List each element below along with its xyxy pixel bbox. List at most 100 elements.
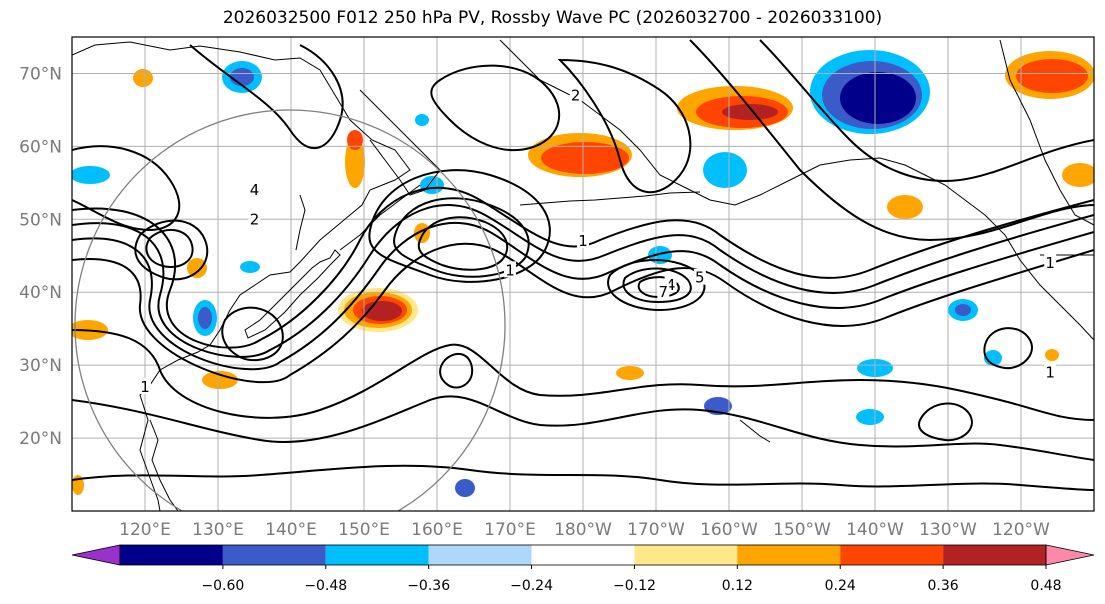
pv-contour-line (221, 306, 284, 362)
contour-label: 4 (250, 181, 260, 199)
colorbar-tick-label: −0.12 (613, 578, 656, 594)
latitude-label: 20°N (19, 429, 62, 449)
colorbar-extend-min (71, 544, 121, 566)
longitude-label: 160°W (700, 520, 758, 540)
colorbar-tick-label: 0.36 (928, 578, 959, 594)
contour-label: 2 (571, 86, 581, 104)
longitude-labels: 120°E 130°E 140°E 150°E 160°E 170°E 180°W 170°W… (119, 520, 1050, 540)
contour-label: 1 (140, 378, 150, 396)
anomaly-positive-patch (616, 366, 644, 380)
colorbar-extend-max (1045, 544, 1095, 566)
longitude-label: 140°E (265, 520, 317, 540)
longitude-label: 140°W (846, 520, 904, 540)
pv-anomaly-shading (72, 50, 1094, 497)
anomaly-positive-patch (887, 195, 923, 219)
anomaly-positive-patch (1062, 163, 1094, 187)
latitude-label: 40°N (19, 283, 62, 303)
anomaly-negative-patch (955, 304, 971, 316)
longitude-label: 150°W (773, 520, 831, 540)
colorbar-segment (222, 545, 326, 565)
contour-label-background (139, 378, 151, 395)
longitude-label: 150°E (338, 520, 390, 540)
pv-contour-line (72, 395, 1094, 461)
longitude-label: 170°E (484, 520, 536, 540)
contour-label-background (1044, 363, 1057, 380)
contour-label: 2 (250, 210, 260, 228)
contour-label-background (1044, 254, 1057, 271)
pv-contour-line (759, 39, 1094, 182)
longitude-label: 120°W (992, 520, 1050, 540)
pv-contour-line (393, 197, 530, 278)
pv-contour-line (983, 327, 1033, 370)
anomaly-positive-patch (345, 136, 365, 188)
contour-label: 1 (1045, 363, 1055, 381)
pv-contour-line (557, 58, 692, 194)
contour-label-background (504, 261, 516, 278)
pv-contour-line (72, 222, 1094, 371)
coastline-japan (244, 249, 341, 339)
colorbar: −0.60 −0.48 −0.36 −0.24 −0.12 0.12 0.24 0.36 0.4… (71, 544, 1095, 594)
latitude-label: 30°N (19, 356, 62, 376)
longitude-label: 180°W (554, 520, 612, 540)
contour-label-background (577, 232, 589, 249)
anomaly-positive-patch (187, 258, 207, 278)
pv-contour-line (72, 464, 1094, 491)
coastline-kamchatka (359, 89, 441, 196)
colorbar-segment (325, 545, 429, 565)
anomaly-negative-patch (840, 72, 916, 124)
contour-label-background (693, 268, 706, 285)
pv-contour-line (637, 276, 680, 299)
longitude-label: 160°E (411, 520, 463, 540)
colorbar-segment (737, 545, 841, 565)
pv-contour-line (189, 44, 344, 150)
latitude-labels: 70°N 60°N 50°N 40°N 30°N 20°N (19, 64, 62, 449)
anomaly-negative-patch (72, 166, 110, 184)
anomaly-positive-patch (541, 142, 629, 174)
colorbar-tick-label: −0.60 (201, 578, 244, 594)
contour-label-background (248, 210, 261, 227)
pv-contour-labels: 1 2 4 5 7 2 4 1 1 1 1 (139, 86, 1057, 396)
contour-label: 1 (505, 261, 515, 279)
colorbar-segment (943, 545, 1046, 565)
pv-contour-line (368, 169, 551, 283)
colorbar-tick-label: −0.36 (407, 578, 450, 594)
anomaly-negative-patch (703, 152, 747, 188)
colorbar-tick-label: 0.12 (722, 578, 753, 594)
colorbar-segment (428, 545, 532, 565)
anomaly-negative-patch (420, 176, 444, 194)
contour-label: 1 (1045, 254, 1055, 272)
colorbar-segment (634, 545, 738, 565)
pv-contour-line (72, 242, 1094, 384)
longitude-label: 170°W (627, 520, 685, 540)
colorbar-tick-label: −0.24 (510, 578, 553, 594)
longitude-label: 120°E (119, 520, 171, 540)
anomaly-positive-patch (1016, 59, 1088, 93)
colorbar-border (119, 544, 1047, 566)
contour-label: 1 (578, 232, 588, 250)
coastline-hawaii (739, 419, 771, 443)
coastline-aleutians (519, 191, 701, 206)
pv-contour-line (918, 402, 973, 442)
anomaly-positive-patch (202, 371, 238, 389)
pv-contour-line (72, 145, 181, 232)
colorbar-tick-label: 0.24 (825, 578, 856, 594)
pv-contour-line (145, 229, 194, 268)
latitude-label: 70°N (19, 64, 62, 84)
anomaly-positive-patch (347, 130, 363, 150)
anomaly-positive-patch (133, 69, 153, 87)
coastline-asia (72, 41, 411, 511)
anomaly-negative-patch (415, 114, 429, 126)
colorbar-tick-label: 0.48 (1030, 578, 1061, 594)
pv-contour-line (72, 186, 1094, 349)
contour-label-background (657, 283, 670, 300)
anomaly-negative-patch (198, 307, 212, 329)
longitude-label: 130°W (919, 520, 977, 540)
longitude-label: 130°E (192, 520, 244, 540)
pv-contours (72, 39, 1094, 491)
anomaly-negative-patch (856, 409, 884, 425)
colorbar-segment (531, 545, 635, 565)
colorbar-segment (120, 545, 223, 565)
anomaly-negative-patch (240, 261, 260, 273)
contour-label: 5 (695, 269, 705, 287)
colorbar-tick-label: −0.48 (304, 578, 347, 594)
